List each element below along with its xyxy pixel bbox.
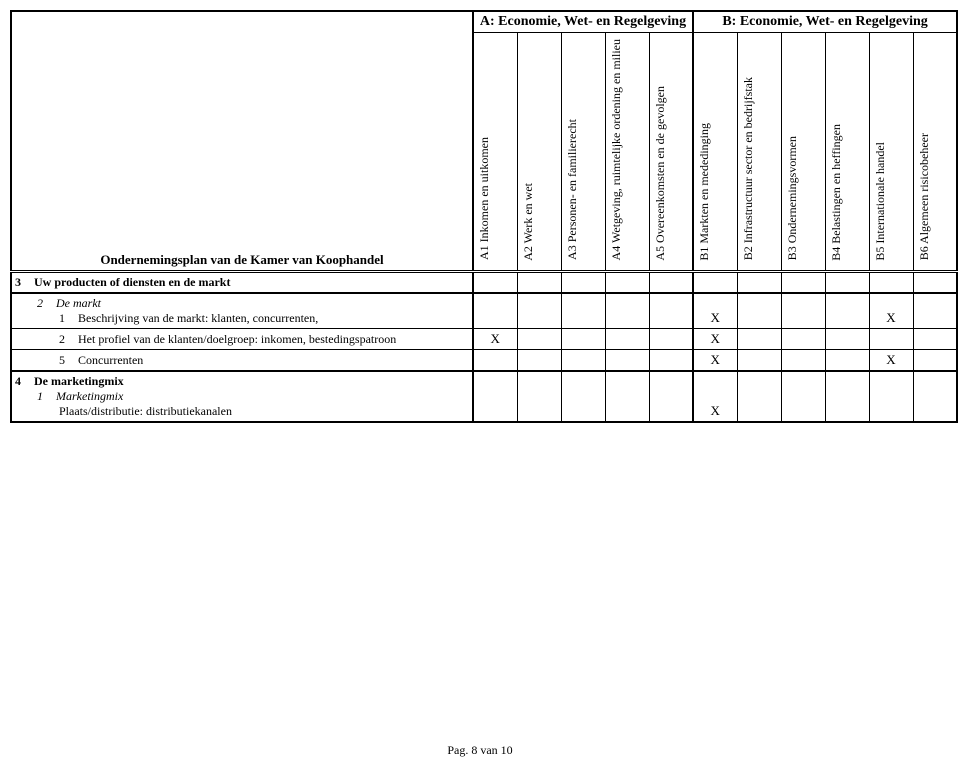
cell-b5-row1: X xyxy=(869,293,913,329)
row-title: Ondernemingsplan van de Kamer van Koopha… xyxy=(100,252,383,267)
col-b5: B5 Internationale handel xyxy=(869,33,913,272)
col-b6: B6 Algemeen risicobeheer xyxy=(913,33,957,272)
cell-b1-row2: X xyxy=(693,329,737,350)
col-a3: A3 Personen- en familierecht xyxy=(561,33,605,272)
cell-b1-sec4: X xyxy=(693,371,737,422)
cell-a1-row2: X xyxy=(473,329,517,350)
cell-b1-row5: X xyxy=(693,350,737,372)
col-a5: A5 Overeenkomsten en de gevolgen xyxy=(649,33,693,272)
cell-b5-row5: X xyxy=(869,350,913,372)
row-3-2-2: 2 Het profiel van de klanten/doelgroep: … xyxy=(11,329,473,350)
group-b-header: B: Economie, Wet- en Regelgeving xyxy=(693,11,957,33)
col-a1: A1 Inkomen en uitkomen xyxy=(473,33,517,272)
col-b3: B3 Ondernemingsvormen xyxy=(781,33,825,272)
section-4-row: 4 De marketingmix 1 Marketingmix Plaats/… xyxy=(11,371,473,422)
col-b4: B4 Belastingen en heffingen xyxy=(825,33,869,272)
row-title-cell: Ondernemingsplan van de Kamer van Koopha… xyxy=(11,11,473,272)
page-footer: Pag. 8 van 10 xyxy=(10,743,950,758)
col-b2: B2 Infrastructuur sector en bedrijfstak xyxy=(737,33,781,272)
group-a-header: A: Economie, Wet- en Regelgeving xyxy=(473,11,693,33)
section-3-title: 3 Uw producten of diensten en de markt xyxy=(11,272,473,294)
row-3-2-5: 5 Concurrenten xyxy=(11,350,473,372)
cell-b1-row1: X xyxy=(693,293,737,329)
col-a4: A4 Wetgeving, ruimtelijke ordening en mi… xyxy=(605,33,649,272)
row-3-2-1: 2 De markt 1 Beschrijving van de markt: … xyxy=(11,293,473,329)
col-b1: B1 Markten en mededinging xyxy=(693,33,737,272)
matrix-table: Ondernemingsplan van de Kamer van Koopha… xyxy=(10,10,958,423)
col-a2: A2 Werk en wet xyxy=(517,33,561,272)
